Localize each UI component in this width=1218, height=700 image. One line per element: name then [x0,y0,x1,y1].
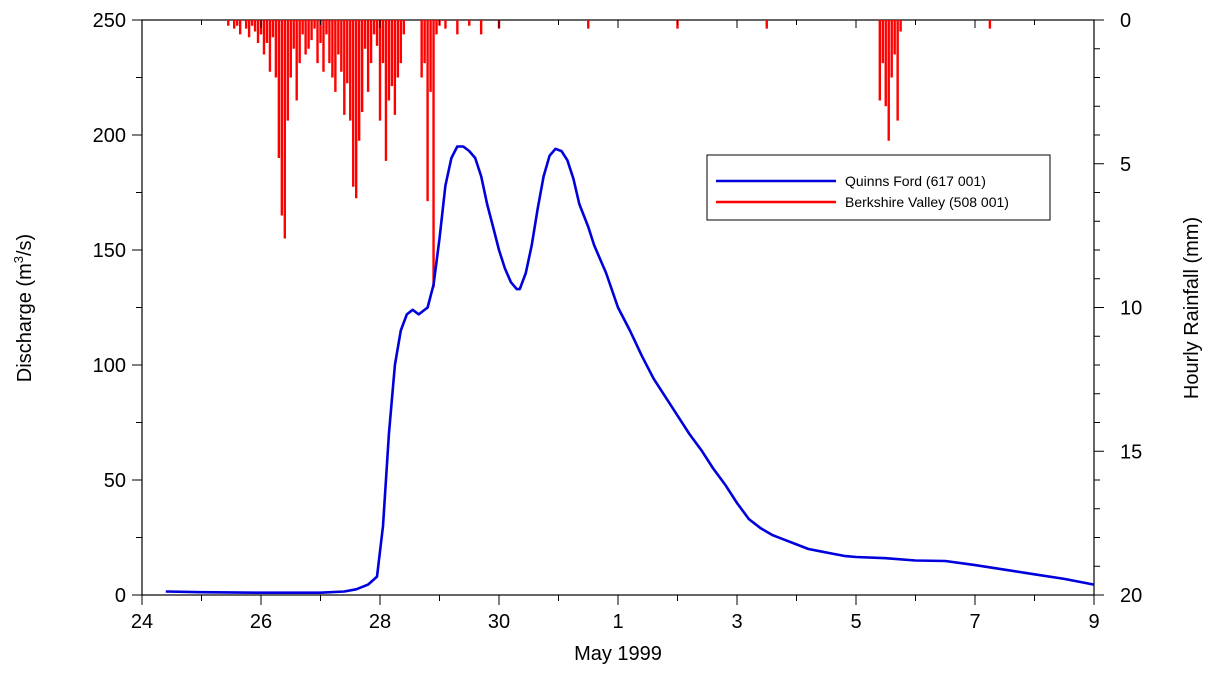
left-tick-label: 50 [104,470,126,492]
right-axis-title: Hourly Rainfall (mm) [1181,217,1203,399]
x-tick-label: 3 [731,611,742,633]
left-axis-title: Discharge (m3/s) [11,234,36,382]
x-tick-label: 24 [131,611,153,633]
x-axis: 24 26 28 30 1 3 5 7 9 [131,20,1100,633]
x-axis-title: May 1999 [574,643,662,665]
left-tick-label: 150 [93,240,126,262]
legend-label-discharge: Quinns Ford (617 001) [845,173,986,189]
x-tick-label: 9 [1088,611,1099,633]
x-tick-label: 28 [369,611,391,633]
x-tick-label: 1 [612,611,623,633]
left-y-axis: 0 50 100 150 200 250 [93,10,142,607]
x-tick-label: 5 [850,611,861,633]
left-axis-title-superscript: 3 [11,256,26,263]
legend-label-rainfall: Berkshire Valley (508 001) [845,194,1009,210]
legend-box [706,154,1051,221]
right-tick-label: 15 [1120,441,1142,463]
x-tick-label: 7 [969,611,980,633]
legend: Quinns Ford (617 001) Berkshire Valley (… [706,154,1051,221]
left-axis-title-suffix: /s) [14,234,36,256]
left-tick-label: 0 [115,585,126,607]
discharge-series-line [165,145,1095,595]
right-tick-label: 0 [1120,10,1131,32]
right-tick-label: 10 [1120,298,1142,320]
right-y-axis: 0 5 10 15 20 [1094,10,1142,607]
rainfall-bars [227,20,992,288]
right-tick-label: 20 [1120,585,1142,607]
left-axis-title-prefix: Discharge (m [14,263,36,382]
right-tick-label: 5 [1120,154,1131,176]
left-tick-label: 200 [93,125,126,147]
x-tick-label: 30 [488,611,510,633]
left-tick-label: 100 [93,355,126,377]
left-tick-label: 250 [93,10,126,32]
x-tick-label: 26 [250,611,272,633]
